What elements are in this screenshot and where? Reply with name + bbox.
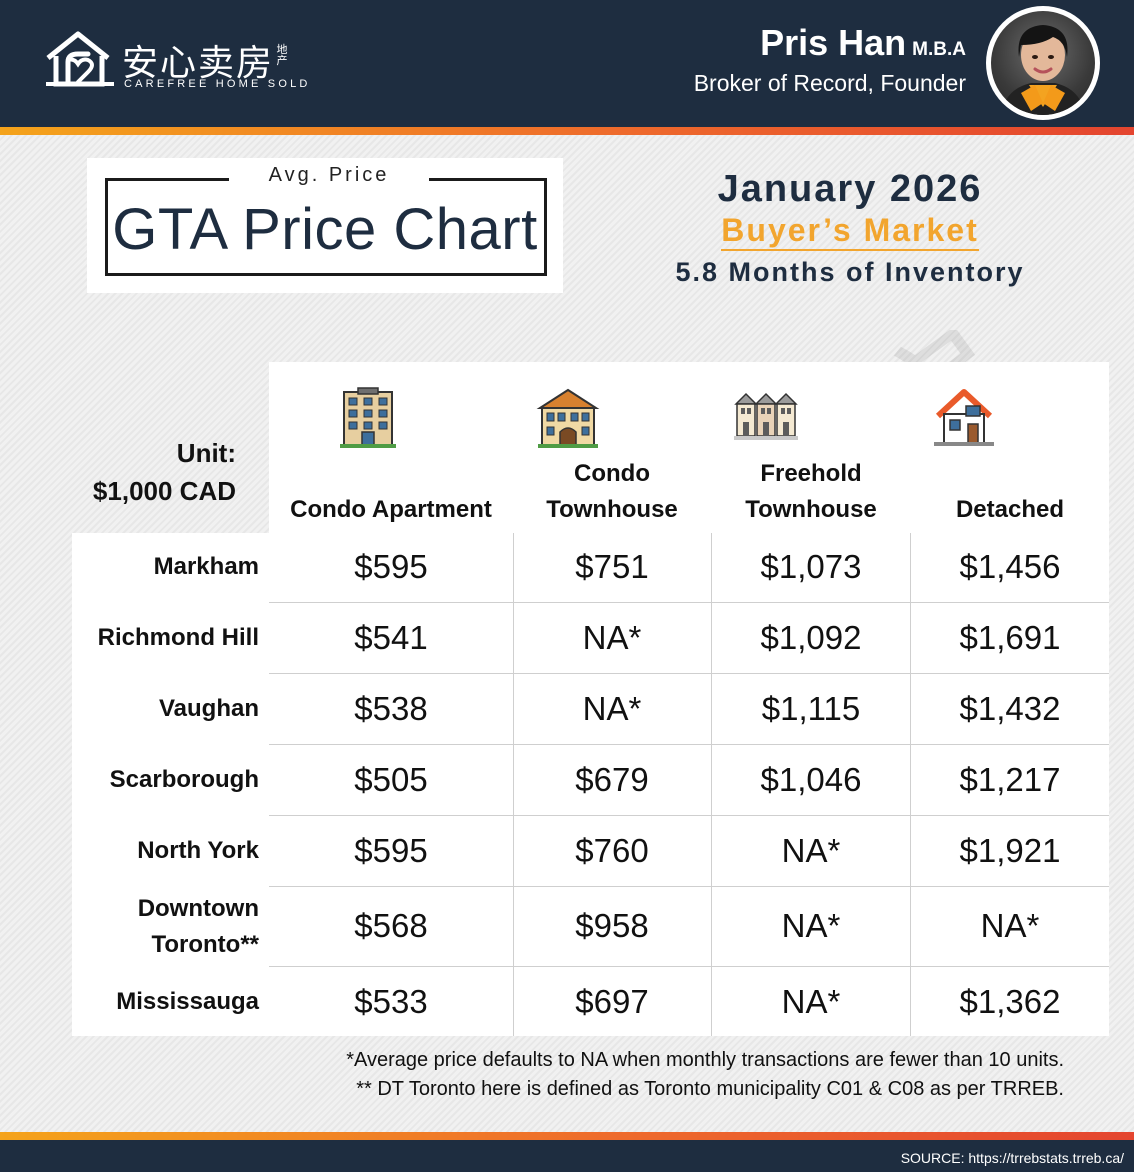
table-cell: $533	[354, 983, 428, 1020]
source-link[interactable]: SOURCE: https://trrebstats.trreb.ca/	[900, 1150, 1124, 1166]
table-cell: $1,217	[959, 761, 1061, 798]
table-cell: $1,362	[959, 983, 1061, 1020]
broker-title: Broker of Record, Founder	[693, 70, 966, 96]
logo-chinese-suffix: 地产	[276, 43, 288, 67]
column-header-line2: Townhouse	[546, 496, 678, 523]
table-cell: $505	[354, 761, 428, 798]
table-cell: NA*	[781, 983, 841, 1020]
table-header-panel	[269, 362, 1109, 533]
table-cell: NA*	[582, 690, 642, 727]
table-cell: $538	[354, 690, 428, 727]
footnote-na-definition: *Average price defaults to NA when month…	[346, 1049, 1064, 1071]
column-header-condo-townhouse: Condo Townhouse	[513, 456, 711, 528]
logo-english-text: CAREFREE HOME SOLD	[124, 78, 311, 90]
row-label-richmond-hill: Richmond Hill	[72, 620, 259, 656]
avatar-photo	[991, 11, 1095, 115]
unit-label-line1: Unit:	[176, 438, 236, 468]
row-divider	[269, 966, 1109, 967]
title-subtitle: Avg. Price	[229, 164, 429, 187]
column-divider	[910, 533, 911, 1036]
row-divider	[269, 744, 1109, 745]
table-cell: NA*	[980, 907, 1040, 944]
table-cell: $697	[575, 983, 649, 1020]
table-cell: $958	[575, 907, 649, 944]
detached-house-icon	[934, 389, 994, 446]
table-body-panel	[72, 533, 1109, 1036]
row-label-downtown-toronto: Downtown Toronto**	[72, 891, 259, 963]
column-header-line1: Freehold	[760, 460, 862, 487]
logo-chinese-text: 安心卖房	[122, 43, 275, 84]
table-cell: NA*	[781, 907, 841, 944]
column-header-line1: Condo	[574, 460, 650, 487]
row-label-line2: Toronto**	[151, 931, 259, 958]
person-portrait-icon	[1001, 25, 1085, 115]
table-cell: $595	[354, 832, 428, 869]
row-label-line1: Markham	[153, 553, 259, 580]
condo-townhouse-icon	[536, 388, 600, 448]
column-header-line1	[270, 456, 512, 492]
table-cell: NA*	[582, 619, 642, 656]
table-cell: NA*	[781, 832, 841, 869]
footer-accent-stripe	[0, 1132, 1134, 1140]
row-divider	[269, 602, 1109, 603]
table-cell: $1,691	[959, 619, 1061, 656]
column-divider	[513, 533, 514, 1036]
freehold-townhouse-icon	[734, 392, 798, 440]
table-cell: $1,046	[760, 761, 862, 798]
condo-apartment-icon	[340, 387, 396, 448]
brand-logo: 安心卖房 地产 CAREFREE HOME SOLD	[44, 30, 307, 94]
avatar	[986, 6, 1100, 120]
row-divider	[269, 815, 1109, 816]
row-label-line1: North York	[137, 837, 259, 864]
table-cell: $1,073	[760, 548, 862, 585]
column-header-line1	[911, 456, 1109, 492]
column-header-freehold-townhouse: Freehold Townhouse	[712, 456, 910, 528]
title-card: Avg. Price GTA Price Chart	[87, 158, 563, 293]
broker-name: Pris Han M.B.A	[760, 22, 966, 64]
market-condition-text: Buyer’s Market	[721, 212, 979, 251]
table-cell: $541	[354, 619, 428, 656]
row-label-vaughan: Vaughan	[72, 691, 259, 727]
table-cell: $1,092	[760, 619, 862, 656]
footer-bar: SOURCE: https://trrebstats.trreb.ca/	[0, 1140, 1134, 1172]
column-header-line2: Townhouse	[745, 496, 877, 523]
broker-name-text: Pris Han	[760, 22, 907, 63]
row-label-line1: Mississauga	[116, 988, 259, 1015]
table-cell: $595	[354, 548, 428, 585]
column-header-condo-apartment: Condo Apartment	[270, 456, 512, 528]
column-header-detached: Detached	[911, 456, 1109, 528]
row-label-line1: Vaughan	[158, 695, 259, 722]
table-cell: $568	[354, 907, 428, 944]
row-label-line1: Downtown	[137, 895, 259, 922]
row-divider	[269, 673, 1109, 674]
row-label-mississauga: Mississauga	[72, 984, 259, 1020]
table-cell: $1,115	[761, 690, 861, 727]
row-divider	[269, 886, 1109, 887]
header-bar: 安心卖房 地产 CAREFREE HOME SOLD Pris Han M.B.A…	[0, 0, 1134, 127]
footnote-dt-toronto-definition: ** DT Toronto here is defined as Toronto…	[356, 1078, 1064, 1100]
row-label-markham: Markham	[72, 549, 259, 585]
table-cell: $1,432	[959, 690, 1061, 727]
months-of-inventory: 5.8 Months of Inventory	[675, 257, 1025, 287]
row-label-line1: Scarborough	[109, 766, 259, 793]
report-month: January 2026	[717, 168, 983, 210]
page-title: GTA Price Chart	[112, 197, 538, 262]
unit-label: Unit: $1,000 CAD	[72, 434, 236, 510]
table-cell: $679	[575, 761, 649, 798]
column-header-line2: Condo Apartment	[290, 496, 492, 523]
table-cell: $751	[575, 548, 649, 585]
table-cell: $760	[575, 832, 649, 869]
table-cell: $1,921	[959, 832, 1061, 869]
unit-label-line2: $1,000 CAD	[92, 476, 236, 506]
row-label-scarborough: Scarborough	[72, 762, 259, 798]
house-logo-icon	[46, 31, 114, 87]
row-label-north-york: North York	[72, 833, 259, 869]
table-cell: $1,456	[959, 548, 1061, 585]
header-accent-stripe	[0, 127, 1134, 135]
column-divider	[711, 533, 712, 1036]
row-label-line1: Richmond Hill	[97, 624, 259, 651]
column-header-line2: Detached	[955, 496, 1065, 523]
broker-credential: M.B.A	[912, 39, 966, 60]
market-condition: Buyer’s Market	[640, 212, 1060, 251]
